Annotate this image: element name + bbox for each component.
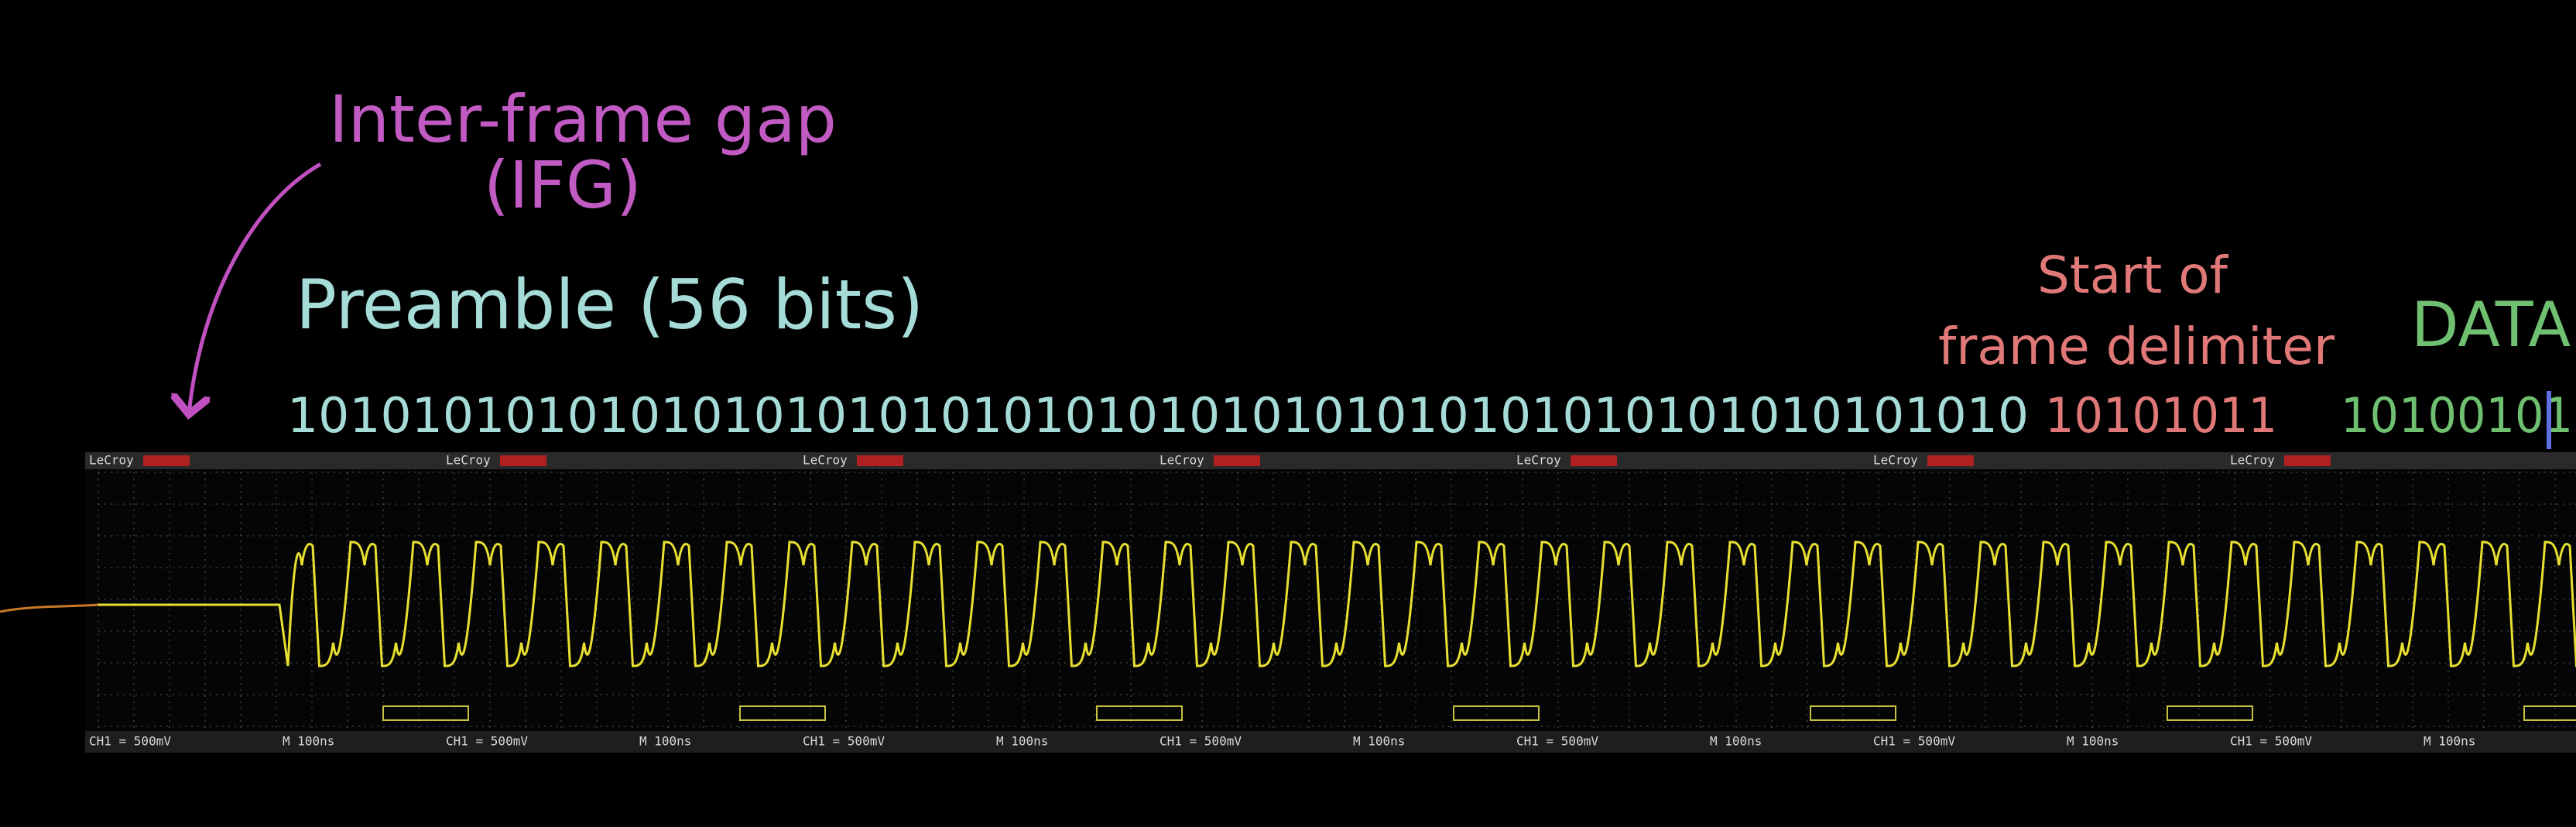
scope-labels: LeCroy CH1 = 500mV M 100ns LeCroy CH1 = 500m… <box>89 453 2576 749</box>
scope-brand: LeCroy <box>1516 453 1561 468</box>
measure-box <box>1810 705 1896 721</box>
measure-box <box>382 705 469 721</box>
scope-indicator <box>1927 455 1974 466</box>
scope-brand: LeCroy <box>1160 453 1204 468</box>
measure-box <box>1453 705 1540 721</box>
data-label: DATA <box>2411 289 2571 361</box>
ifg-arrow <box>189 162 322 414</box>
scope-channel: CH1 = 500mV <box>1160 734 1242 749</box>
scope-timebase: M 100ns <box>639 734 691 749</box>
ifg-abbrev: (IFG) <box>484 147 642 223</box>
measure-box <box>1096 705 1183 721</box>
scope-indicator <box>857 455 903 466</box>
scope-timebase: M 100ns <box>2067 734 2119 749</box>
scope-channel: CH1 = 500mV <box>2230 734 2312 749</box>
measure-box <box>739 705 826 721</box>
scope-channel: CH1 = 500mV <box>446 734 528 749</box>
waveform <box>98 540 2576 667</box>
sfd-label: frame delimiter <box>1938 317 2335 376</box>
preamble-label: Preamble (56 bits) <box>296 265 923 345</box>
scope-brand: LeCroy <box>89 453 134 468</box>
scope-grid <box>98 472 2576 728</box>
measure-box <box>2167 705 2253 721</box>
scope-brand: LeCroy <box>2230 453 2275 468</box>
scope-timebase: M 100ns <box>1353 734 1405 749</box>
scope-indicator <box>500 455 546 466</box>
data-bits: 10100101 <box>2341 387 2573 444</box>
scope-indicator <box>1571 455 1617 466</box>
scope-channel: CH1 = 500mV <box>89 734 171 749</box>
scope-channel: CH1 = 500mV <box>1516 734 1598 749</box>
cursor-mark <box>2547 391 2551 449</box>
scope-brand: LeCroy <box>803 453 848 468</box>
measure-box <box>2523 705 2576 721</box>
scope-timebase: M 100ns <box>2424 734 2475 749</box>
scope-brand: LeCroy <box>446 453 491 468</box>
scope-bottom-bar <box>85 731 2576 753</box>
ifg-label: Inter-frame gap <box>329 81 837 157</box>
scope-indicator <box>2284 455 2331 466</box>
scope-timebase: M 100ns <box>1710 734 1762 749</box>
scope-timebase: M 100ns <box>996 734 1048 749</box>
scope-brand: LeCroy <box>1873 453 1918 468</box>
scope-indicator <box>143 455 190 466</box>
preamble-bits: 1010101010101010101010101010101010101010… <box>287 387 2029 444</box>
probe-trace <box>0 603 100 613</box>
sfd-label: Start of <box>2037 245 2229 305</box>
scope-channel: CH1 = 500mV <box>803 734 885 749</box>
scope-screen <box>85 469 2576 731</box>
scope-timebase: M 100ns <box>283 734 334 749</box>
sfd-bits: 10101011 <box>2045 387 2277 444</box>
scope-indicator <box>1214 455 1260 466</box>
scope-channel: CH1 = 500mV <box>1873 734 1955 749</box>
